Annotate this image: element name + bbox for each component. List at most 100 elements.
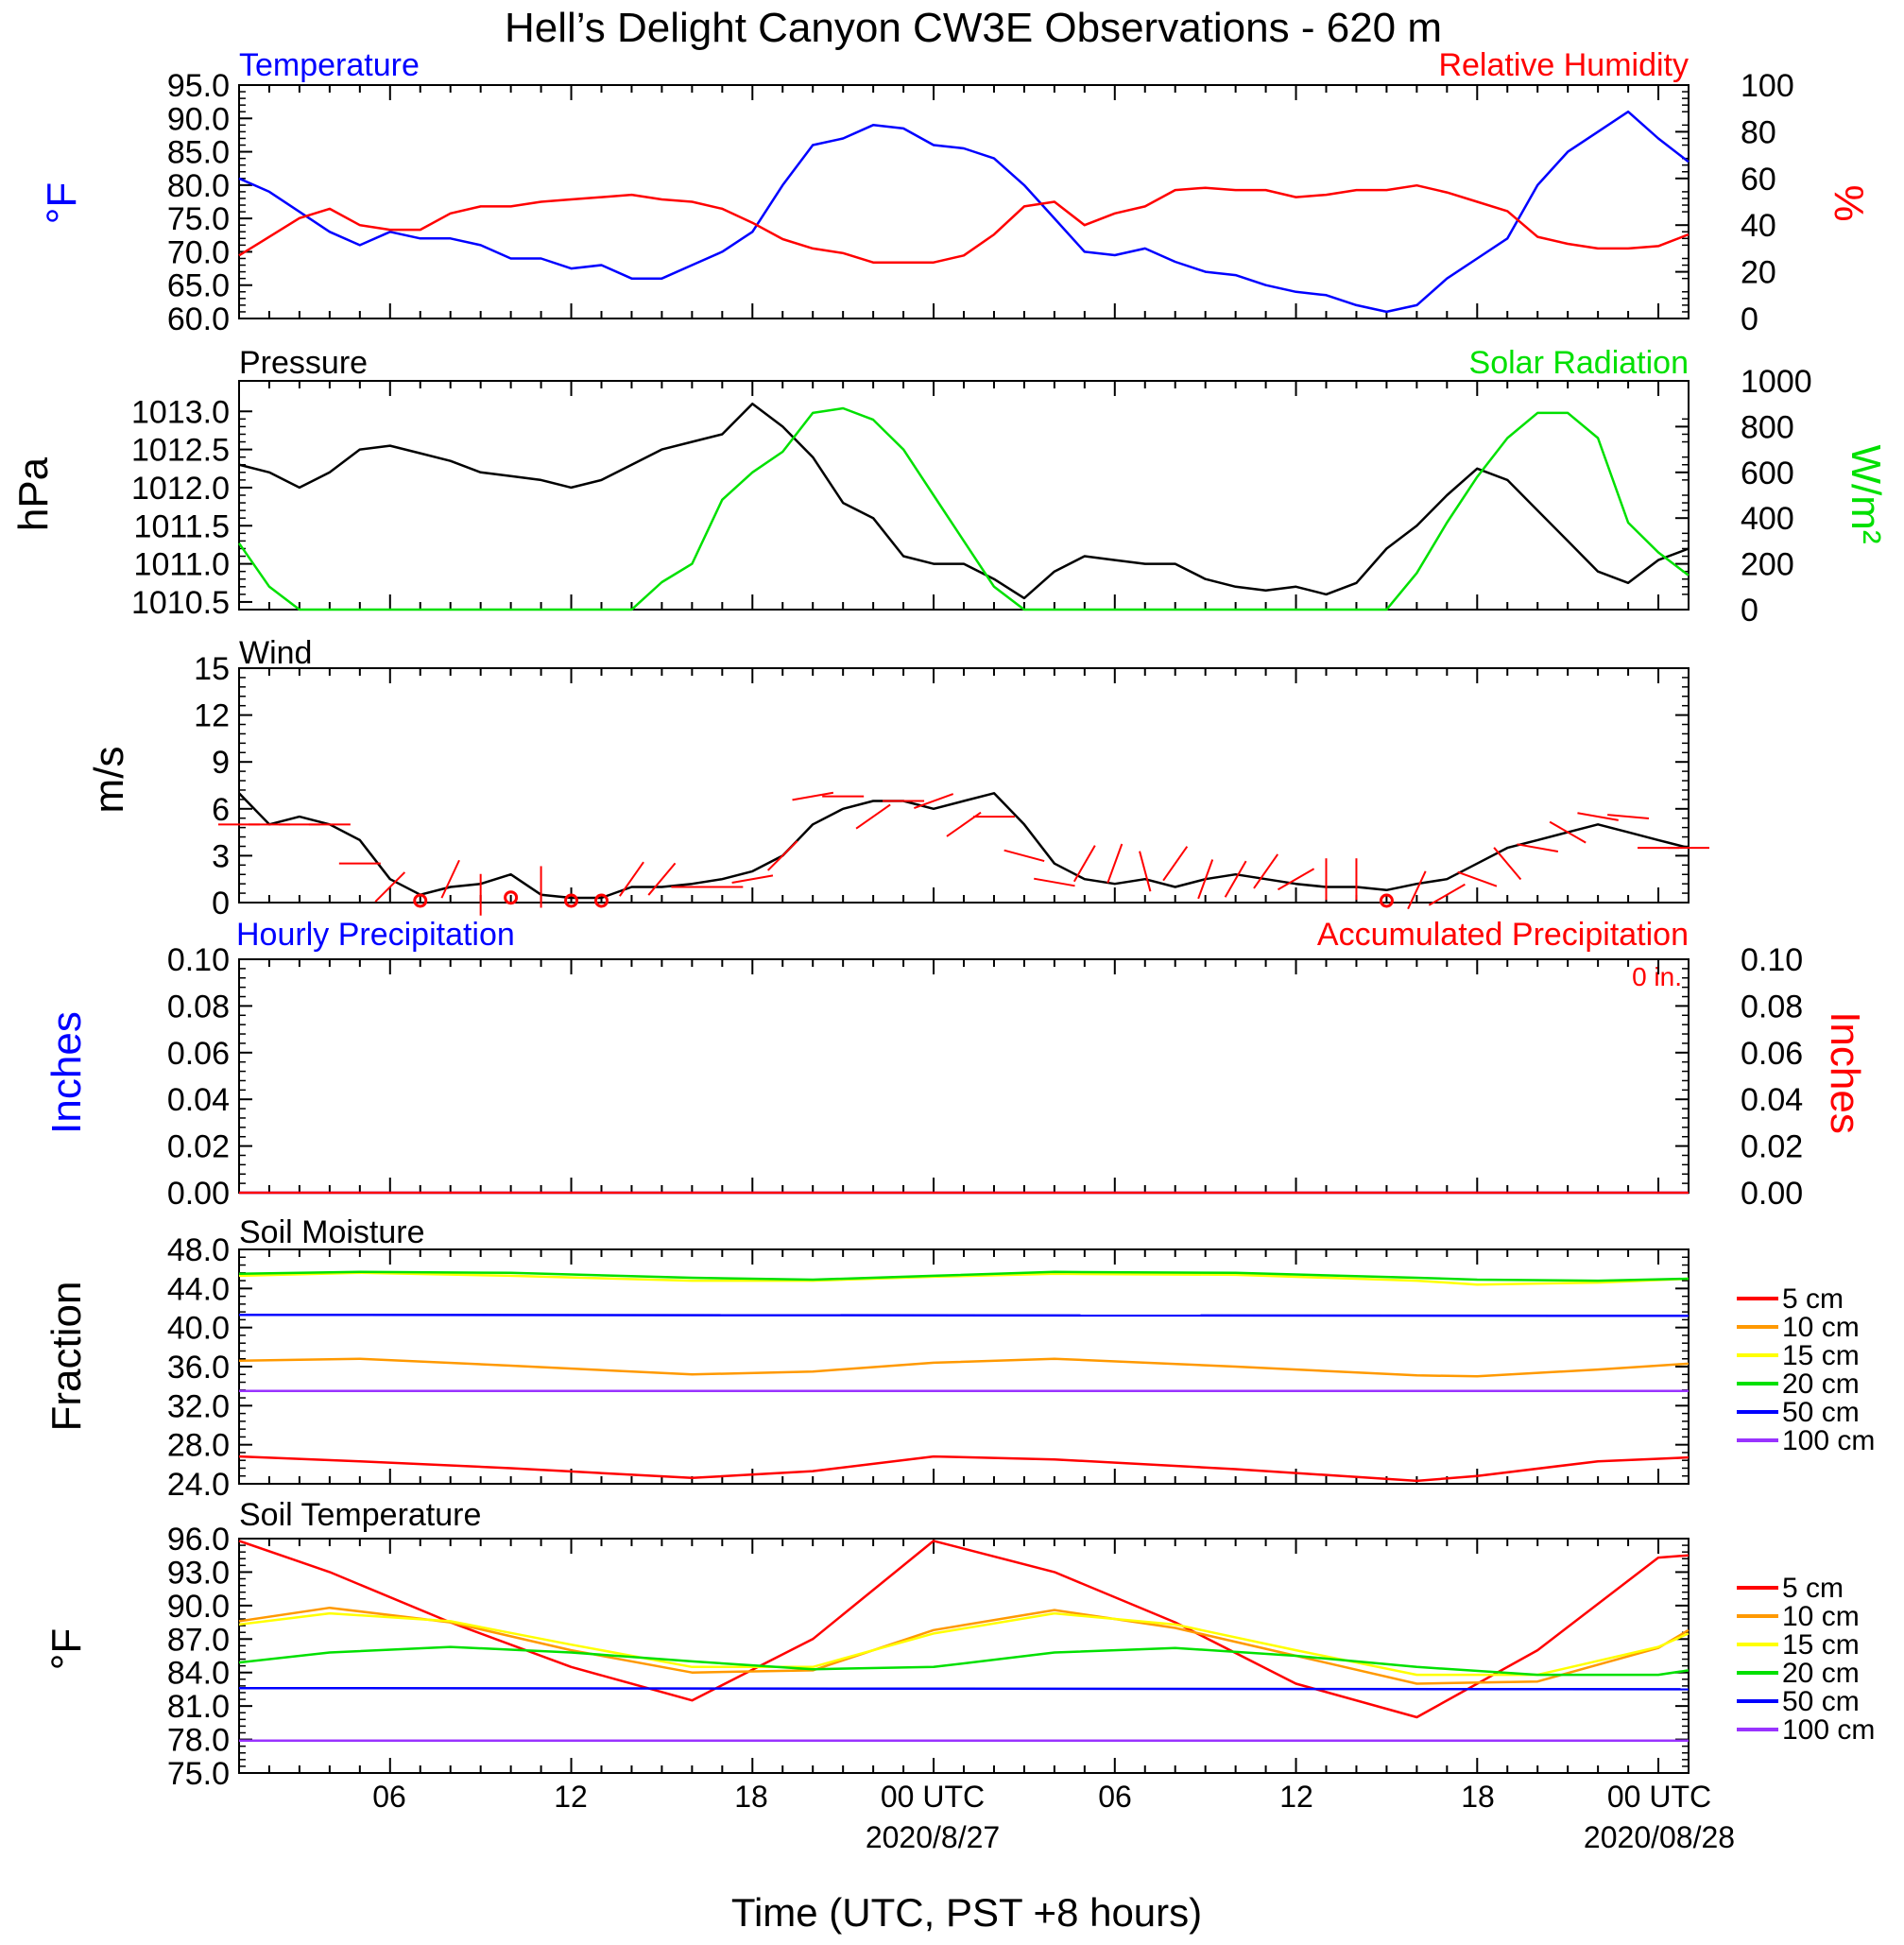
panel-frame [238,1538,1690,1774]
legend-label: 15 cm [1782,1629,1860,1661]
legend-label: 5 cm [1782,1573,1844,1604]
panel-precip: Hourly Precipitation Accumulated Precipi… [43,917,1868,1134]
plot-layer: 95.090.085.080.075.070.065.060.010080604… [131,68,1812,1792]
hourly-precip-unit: Inches [43,1011,90,1134]
rh-unit: % [1826,184,1872,221]
y2-tick-label: 60 [1741,162,1776,198]
wind-barb [619,861,644,897]
y2-tick-label: 0.06 [1741,1036,1803,1072]
wind-barb [1517,843,1559,852]
legend-label: 100 cm [1782,1714,1875,1746]
soil-moisture-title: Soil Moisture [239,1214,425,1250]
y-tick-label: 40.0 [167,1311,230,1347]
legend-label: 10 cm [1782,1312,1860,1343]
wind-unit: m/s [86,747,132,814]
figure-title: Hell’s Delight Canyon CW3E Observations … [505,5,1442,51]
series-line-20-cm [238,1270,1690,1282]
y-tick-label: 60.0 [167,301,230,337]
y-tick-label: 90.0 [167,1589,230,1625]
series-line-20-cm [238,1645,1690,1677]
precip-total-label: 0 in. [1632,962,1682,991]
y2-tick-label: 0.02 [1741,1129,1803,1165]
solar-unit: W/m² [1843,444,1889,543]
wind-barb [374,871,406,903]
y-tick-label: 1010.5 [131,585,230,621]
y-tick-label: 0.04 [167,1082,230,1118]
y2-tick-label: 800 [1741,409,1794,445]
wind-barb [1407,870,1427,910]
legend-label: 50 cm [1782,1397,1860,1428]
y2-tick-label: 0.08 [1741,989,1803,1024]
y-tick-label: 70.0 [167,234,230,270]
legend-label: 10 cm [1782,1601,1860,1632]
accum-precip-title: Accumulated Precipitation [1317,917,1689,953]
x-tick-label: 06 [372,1780,406,1814]
wind-barb [1162,846,1189,882]
y2-tick-label: 80 [1741,114,1776,150]
wind-barb [1197,859,1214,900]
series-line-5-cm [238,1454,1690,1483]
wind-barb [1139,851,1152,892]
y-tick-label: 1013.0 [131,394,230,430]
y-tick-label: 80.0 [167,168,230,204]
wind-barb [1277,868,1315,891]
y-tick-label: 12 [194,698,230,734]
y-tick-label: 6 [212,792,230,828]
y-tick-label: 0.00 [167,1176,230,1212]
solar-title: Solar Radiation [1469,345,1689,381]
wind-barb [792,791,834,801]
wind-barb [731,874,774,885]
series-line-50-cm [238,1313,1690,1317]
y2-tick-label: 40 [1741,208,1776,244]
y-tick-label: 93.0 [167,1555,230,1591]
y-tick-label: 48.0 [167,1232,230,1268]
y2-tick-label: 0.00 [1741,1176,1803,1212]
wind-barb [855,803,891,830]
series-line-10-cm [238,1357,1690,1378]
y-tick-label: 0.10 [167,942,230,978]
y2-tick-label: 0.04 [1741,1082,1803,1118]
wind-barb [914,793,954,809]
y-tick-label: 75.0 [167,201,230,237]
wind-calm-marker [413,893,428,908]
y-tick-label: 36.0 [167,1350,230,1386]
temperature-title: Temperature [239,47,420,83]
wind-barb [1457,870,1498,887]
series-line-5-cm [238,1540,1690,1719]
series-line-wind-speed [238,792,1690,900]
y-tick-label: 84.0 [167,1656,230,1692]
panel-soil-moisture: Soil Moisture Fraction [43,1214,425,1431]
y-tick-label: 15 [194,651,230,687]
panel-soil-temp: Soil Temperature °F [43,1497,481,1670]
pressure-title: Pressure [239,345,368,381]
series-line-50-cm [238,1686,1690,1691]
x-tick-label: 06 [1098,1780,1132,1814]
y-tick-label: 44.0 [167,1271,230,1307]
y-tick-label: 96.0 [167,1522,230,1558]
y2-tick-label: 0 [1741,593,1758,628]
soil-temp-title: Soil Temperature [239,1497,481,1533]
legend-label: 100 cm [1782,1425,1875,1456]
panel-wind: Wind m/s [86,635,312,813]
date-label: 2020/08/28 [1584,1820,1735,1854]
y2-tick-label: 400 [1741,501,1794,537]
x-tick-label: 00 UTC [881,1780,985,1814]
legend-label: 20 cm [1782,1368,1860,1400]
y-tick-label: 95.0 [167,68,230,104]
wind-barb [1034,877,1075,887]
y-tick-label: 1012.0 [131,471,230,507]
y-tick-label: 0.08 [167,989,230,1024]
legend-label: 5 cm [1782,1283,1844,1315]
panel-frame [238,958,1690,1194]
y-tick-label: 24.0 [167,1467,230,1503]
series-line-relative-humidity [238,183,1690,264]
y2-tick-label: 20 [1741,255,1776,291]
y-tick-label: 75.0 [167,1756,230,1792]
x-tick-label: 18 [734,1780,768,1814]
x-axis-label: Time (UTC, PST +8 hours) [731,1890,1202,1935]
date-label: 2020/8/27 [866,1820,1000,1854]
wind-barb [1003,849,1045,863]
soil-moisture-unit: Fraction [43,1282,90,1432]
y-tick-label: 87.0 [167,1622,230,1658]
wind-barb [1253,853,1279,889]
